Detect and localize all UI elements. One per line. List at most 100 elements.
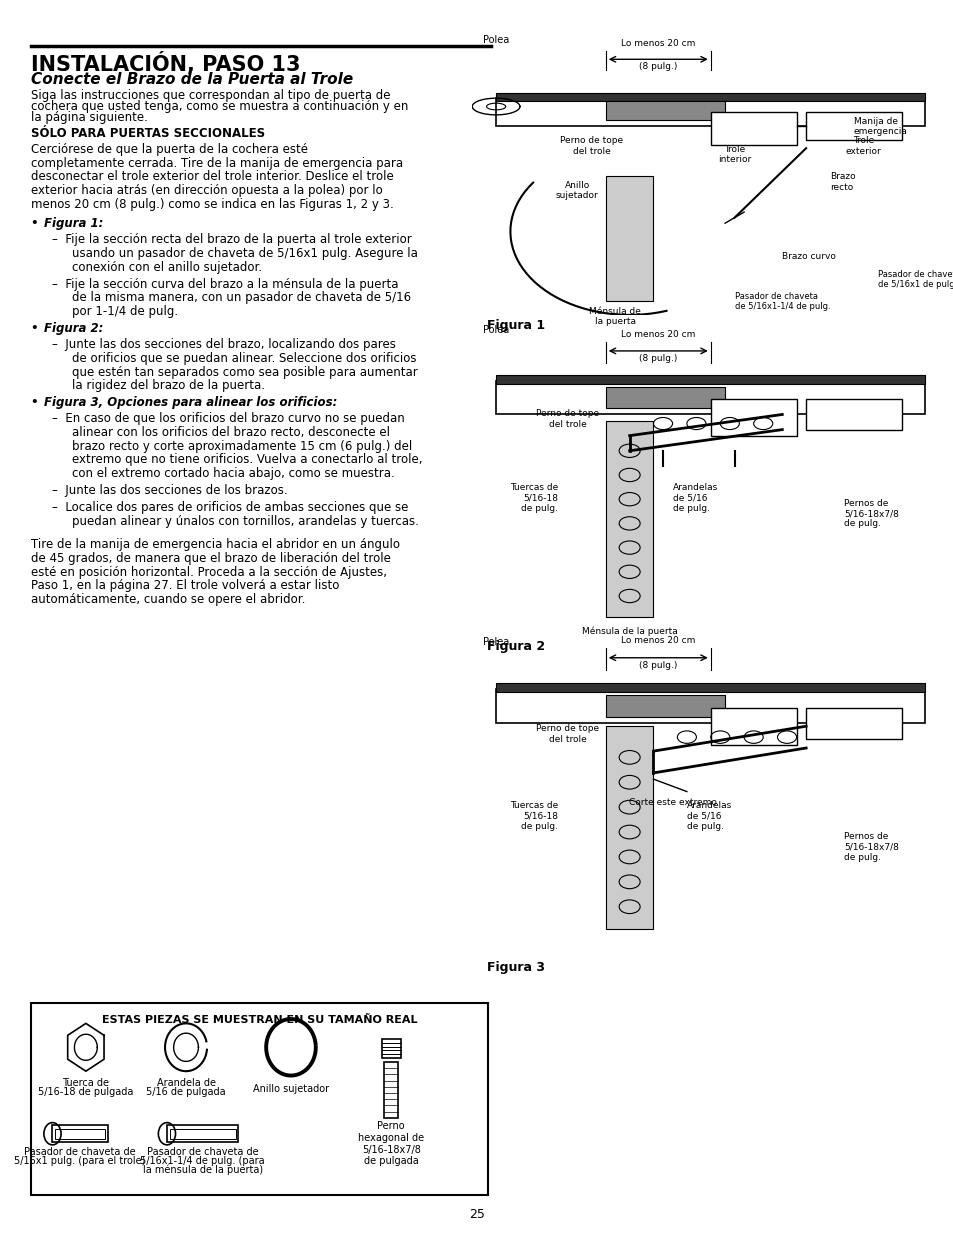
Text: (8 pulg.): (8 pulg.): [639, 354, 677, 363]
Text: Siga las instrucciones que correspondan al tipo de puerta de: Siga las instrucciones que correspondan …: [30, 89, 390, 103]
Text: •: •: [30, 322, 38, 336]
Text: conexión con el anillo sujetador.: conexión con el anillo sujetador.: [71, 261, 261, 274]
Text: Figura 2: Figura 2: [486, 640, 544, 653]
Text: cochera que usted tenga, como se muestra a continuación y en: cochera que usted tenga, como se muestra…: [30, 100, 408, 114]
Text: que estén tan separados como sea posible para aumentar: que estén tan separados como sea posible…: [71, 366, 416, 379]
Text: la rigidez del brazo de la puerta.: la rigidez del brazo de la puerta.: [71, 379, 264, 393]
Text: 5/16 de pulgada: 5/16 de pulgada: [146, 1087, 226, 1097]
Text: (8 pulg.): (8 pulg.): [639, 62, 677, 72]
Text: menos 20 cm (8 pulg.) como se indica en las Figuras 1, 2 y 3.: menos 20 cm (8 pulg.) como se indica en …: [30, 198, 393, 211]
Bar: [805, 708, 901, 739]
Text: Anillo
sujetador: Anillo sujetador: [556, 180, 598, 200]
Text: 25: 25: [469, 1208, 484, 1221]
Bar: [384, 1062, 397, 1118]
Text: Lo menos 20 cm: Lo menos 20 cm: [620, 40, 695, 48]
Text: Polea: Polea: [482, 325, 509, 335]
Text: Paso 1, en la página 27. El trole volverá a estar listo: Paso 1, en la página 27. El trole volver…: [30, 579, 338, 593]
Bar: [496, 382, 924, 415]
Text: Figura 2:: Figura 2:: [44, 322, 103, 336]
Text: esté en posición horizontal. Proceda a la sección de Ajustes,: esté en posición horizontal. Proceda a l…: [30, 566, 386, 579]
Bar: [710, 708, 796, 745]
Text: –  Fije la sección curva del brazo a la ménsula de la puerta: – Fije la sección curva del brazo a la m…: [52, 278, 398, 291]
Text: Arandela de: Arandela de: [156, 1078, 215, 1088]
Text: la ménsula de la puerta): la ménsula de la puerta): [143, 1165, 262, 1176]
Text: Brazo
recto: Brazo recto: [829, 173, 855, 191]
Bar: [710, 112, 796, 146]
Text: Cerciórese de que la puerta de la cochera esté: Cerciórese de que la puerta de la cocher…: [30, 143, 307, 157]
Text: extremo que no tiene orificios. Vuelva a conectarlo al trole,: extremo que no tiene orificios. Vuelva a…: [71, 453, 421, 467]
Text: –  Junte las dos secciones del brazo, localizando dos pares: – Junte las dos secciones del brazo, loc…: [52, 338, 395, 352]
Text: brazo recto y corte aproximadamente 15 cm (6 pulg.) del: brazo recto y corte aproximadamente 15 c…: [71, 440, 412, 453]
Bar: [52, 1125, 108, 1142]
Text: Tuerca de: Tuerca de: [62, 1078, 110, 1088]
Text: Pasador de chaveta de: Pasador de chaveta de: [147, 1147, 258, 1157]
Text: Corte este extremo: Corte este extremo: [628, 798, 716, 806]
Bar: [55, 1129, 105, 1139]
Text: Anillo sujetador: Anillo sujetador: [253, 1084, 329, 1094]
Bar: [605, 101, 724, 120]
Text: –  En caso de que los orificios del brazo curvo no se puedan: – En caso de que los orificios del brazo…: [52, 412, 405, 426]
Text: Brazo curvo: Brazo curvo: [781, 252, 835, 262]
Bar: [167, 1125, 238, 1142]
Bar: [496, 99, 924, 126]
Text: Arandelas
de 5/16
de pulg.: Arandelas de 5/16 de pulg.: [672, 483, 717, 514]
Text: Pasador de chaveta
de 5/16x1-1/4 de pulg.: Pasador de chaveta de 5/16x1-1/4 de pulg…: [734, 291, 829, 311]
Text: –  Fije la sección recta del brazo de la puerta al trole exterior: – Fije la sección recta del brazo de la …: [52, 233, 412, 247]
Text: 5/16x1 pulg. (para el trole): 5/16x1 pulg. (para el trole): [14, 1156, 146, 1166]
Text: –  Localice dos pares de orificios de ambas secciones que se: – Localice dos pares de orificios de amb…: [52, 501, 409, 515]
Text: Polea: Polea: [482, 35, 509, 44]
Text: alinear con los orificios del brazo recto, desconecte el: alinear con los orificios del brazo rect…: [71, 426, 389, 440]
Text: •: •: [30, 396, 38, 410]
Text: puedan alinear y únalos con tornillos, arandelas y tuercas.: puedan alinear y únalos con tornillos, a…: [71, 515, 418, 529]
Text: Figura 3: Figura 3: [486, 961, 544, 974]
Text: INSTALACIÓN, PASO 13: INSTALACIÓN, PASO 13: [30, 52, 299, 75]
Text: de orificios que se puedan alinear. Seleccione dos orificios: de orificios que se puedan alinear. Sele…: [71, 352, 416, 366]
Text: Figura 1:: Figura 1:: [44, 217, 103, 231]
Text: Ménsula de
la puerta: Ménsula de la puerta: [589, 306, 640, 326]
Bar: [381, 1039, 400, 1058]
Text: Perno de tope
del trole: Perno de tope del trole: [559, 136, 622, 156]
Bar: [496, 93, 924, 101]
Text: la página siguiente.: la página siguiente.: [30, 111, 148, 125]
Text: desconectar el trole exterior del trole interior. Deslice el trole: desconectar el trole exterior del trole …: [30, 170, 393, 184]
Text: –  Junte las dos secciones de los brazos.: – Junte las dos secciones de los brazos.: [52, 484, 288, 498]
Bar: [605, 420, 653, 618]
Text: Figura 1: Figura 1: [486, 319, 544, 332]
Text: Conecte el Brazo de la Puerta al Trole: Conecte el Brazo de la Puerta al Trole: [30, 72, 353, 86]
Text: completamente cerrada. Tire de la manija de emergencia para: completamente cerrada. Tire de la manija…: [30, 157, 402, 170]
Bar: [805, 112, 901, 140]
Bar: [605, 175, 653, 301]
Bar: [805, 399, 901, 430]
Text: por 1-1/4 de pulg.: por 1-1/4 de pulg.: [71, 305, 177, 319]
Text: ESTAS PIEZAS SE MUESTRAN EN SU TAMAÑO REAL: ESTAS PIEZAS SE MUESTRAN EN SU TAMAÑO RE…: [102, 1015, 416, 1025]
Text: exterior hacia atrás (en dirección opuesta a la polea) por lo: exterior hacia atrás (en dirección opues…: [30, 184, 382, 198]
Text: 5/16x1-1/4 de pulg. (para: 5/16x1-1/4 de pulg. (para: [140, 1156, 265, 1166]
Text: Tire de la manija de emergencia hacia el abridor en un ángulo: Tire de la manija de emergencia hacia el…: [30, 538, 399, 552]
Text: de 45 grados, de manera que el brazo de liberación del trole: de 45 grados, de manera que el brazo de …: [30, 552, 390, 566]
Bar: [605, 726, 653, 929]
Text: Figura 3, Opciones para alinear los orificios:: Figura 3, Opciones para alinear los orif…: [44, 396, 337, 410]
Text: Lo menos 20 cm: Lo menos 20 cm: [620, 330, 695, 338]
Bar: [605, 388, 724, 409]
Text: Ménsula de la puerta: Ménsula de la puerta: [581, 626, 677, 636]
Text: Polea: Polea: [482, 637, 509, 647]
Text: Pasador de chaveta
de 5/16x1 de pulg.: Pasador de chaveta de 5/16x1 de pulg.: [877, 269, 953, 289]
Bar: [605, 695, 724, 716]
Text: Trole
exterior: Trole exterior: [844, 136, 881, 156]
Text: •: •: [30, 217, 38, 231]
Text: Trole
interior: Trole interior: [718, 144, 750, 164]
Bar: [496, 683, 924, 692]
Bar: [170, 1129, 235, 1139]
Text: Arandelas
de 5/16
de pulg.: Arandelas de 5/16 de pulg.: [686, 802, 731, 831]
Text: Tuercas de
5/16-18
de pulg.: Tuercas de 5/16-18 de pulg.: [509, 802, 558, 831]
Text: Perno de tope
del trole: Perno de tope del trole: [536, 409, 598, 429]
Text: Tuercas de
5/16-18
de pulg.: Tuercas de 5/16-18 de pulg.: [509, 483, 558, 514]
Bar: [710, 399, 796, 436]
Text: con el extremo cortado hacia abajo, como se muestra.: con el extremo cortado hacia abajo, como…: [71, 467, 394, 480]
Text: SÓLO PARA PUERTAS SECCIONALES: SÓLO PARA PUERTAS SECCIONALES: [30, 127, 264, 141]
Text: 5/16-18 de pulgada: 5/16-18 de pulgada: [38, 1087, 133, 1097]
Text: Perno
hexagonal de
5/16-18x7/8
de pulgada: Perno hexagonal de 5/16-18x7/8 de pulgad…: [357, 1121, 424, 1166]
Text: Pasador de chaveta de: Pasador de chaveta de: [24, 1147, 136, 1157]
Text: Pernos de
5/16-18x7/8
de pulg.: Pernos de 5/16-18x7/8 de pulg.: [843, 832, 899, 862]
Text: Perno de tope
del trole: Perno de tope del trole: [536, 725, 598, 743]
